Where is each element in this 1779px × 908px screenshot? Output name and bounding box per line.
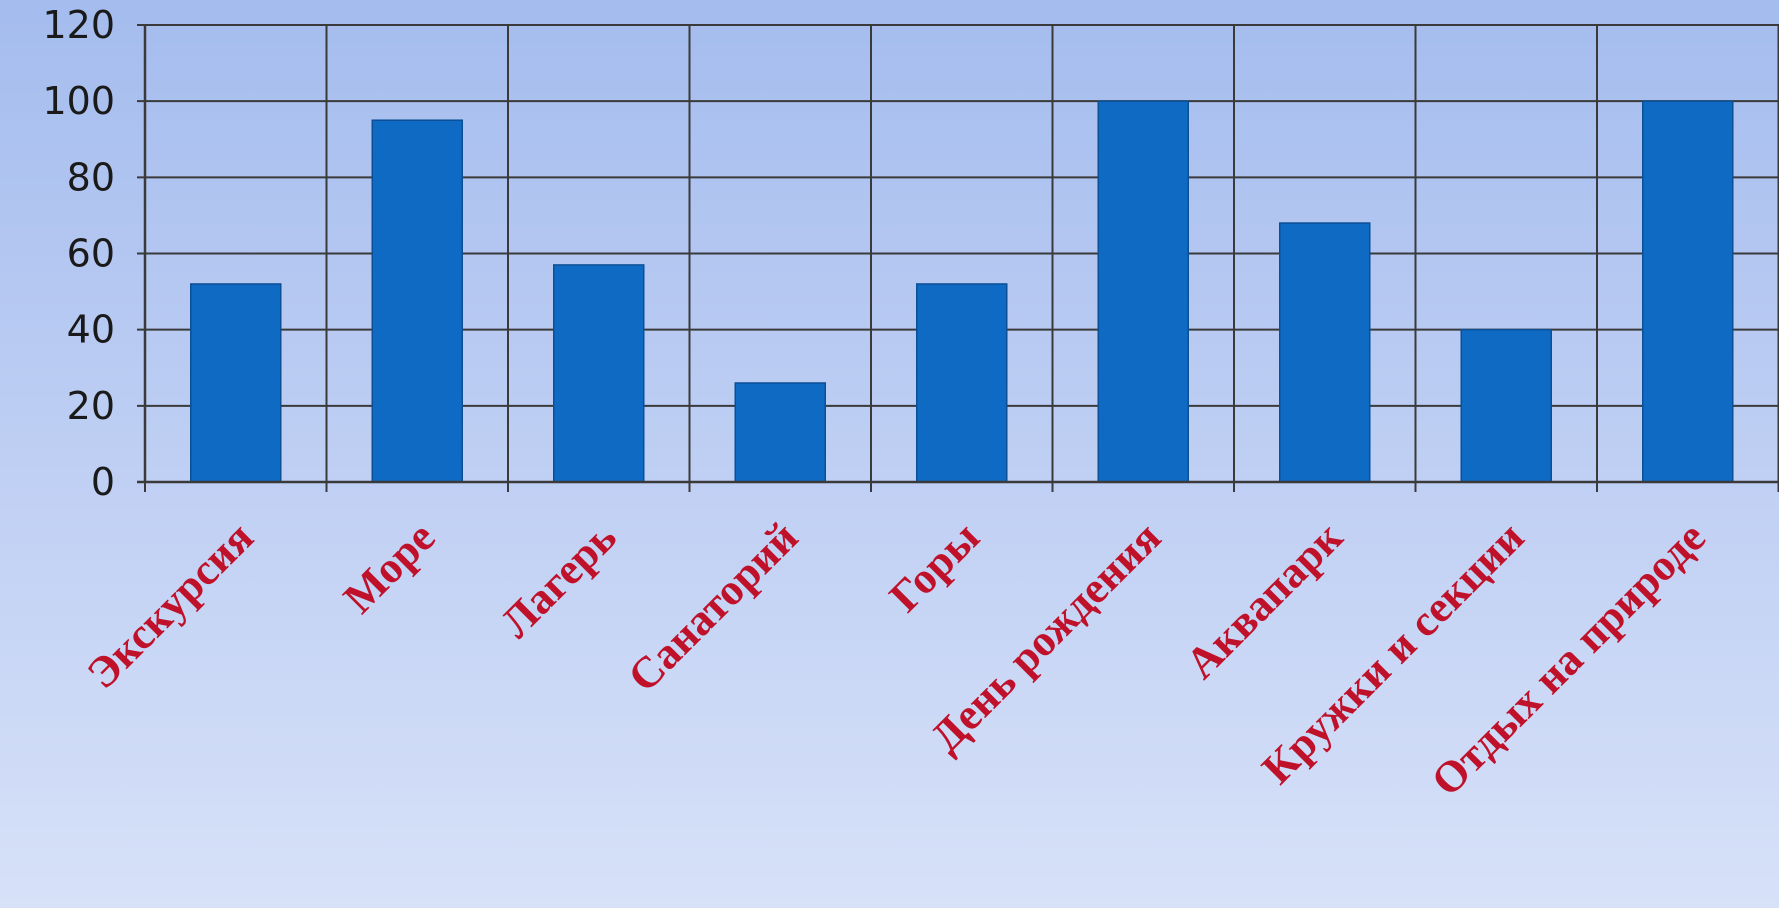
x-tick-label: Аквапарк — [1176, 512, 1352, 688]
y-tick-label: 100 — [42, 79, 115, 123]
y-tick-labels: 0 20 40 60 80 100 120 — [42, 3, 115, 504]
x-tick-label: Санаторий — [618, 512, 807, 701]
y-tick-label: 0 — [91, 460, 115, 504]
bars — [190, 100, 1734, 483]
bar-2 — [371, 119, 463, 483]
bar-4 — [734, 382, 826, 483]
bar-6 — [1097, 100, 1189, 483]
y-tick-label: 20 — [67, 384, 115, 428]
bar-7 — [1279, 222, 1371, 483]
y-tick-label: 40 — [67, 308, 115, 352]
bar-9 — [1642, 100, 1734, 483]
y-tick-label: 60 — [67, 232, 115, 276]
bar-3 — [553, 264, 645, 483]
bar-1 — [190, 283, 282, 483]
x-tick-label: Экскурсия — [77, 512, 263, 698]
bar-8 — [1460, 328, 1552, 483]
y-tick-label: 80 — [67, 155, 115, 199]
x-tick-label: Лагерь — [491, 512, 626, 647]
bar-5 — [916, 283, 1008, 483]
x-tick-label: Горы — [880, 512, 989, 621]
x-tick-label: Море — [334, 512, 444, 622]
axes — [137, 25, 1779, 484]
y-tick-label: 120 — [42, 3, 115, 47]
